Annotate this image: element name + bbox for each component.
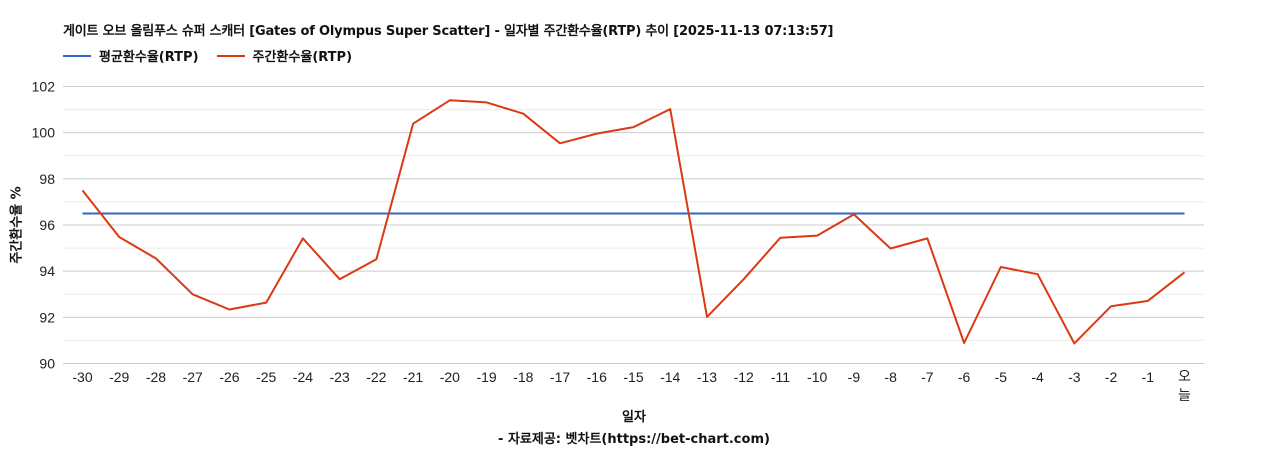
legend-swatch-weekly <box>216 54 245 57</box>
x-tick-label: -29 <box>109 369 129 385</box>
x-tick-label: -26 <box>219 369 239 385</box>
x-axis-ticks: -30 -29 -28 -27 -26 -25 -24 -23 -22 -21 -20 -19 -18 -… <box>72 368 1191 403</box>
x-tick-label: -3 <box>1068 369 1081 385</box>
x-tick-label: -6 <box>958 369 971 385</box>
legend-label-average: 평균환수율(RTP) <box>99 50 199 65</box>
y-axis-ticks: 90 92 94 96 98 100 102 <box>32 79 56 372</box>
x-tick-label: 늘 <box>1178 387 1191 403</box>
legend-swatch-average <box>63 54 91 57</box>
x-tick-label: -10 <box>807 369 827 385</box>
x-tick-label: -21 <box>403 369 423 385</box>
y-tick-label: 98 <box>39 171 55 187</box>
x-tick-label: -19 <box>476 369 496 385</box>
x-tick-label: -25 <box>256 369 276 385</box>
x-tick-label: -8 <box>884 369 897 385</box>
chart-title: 게이트 오브 올림푸스 슈퍼 스캐터 [Gates of Olympus Sup… <box>63 24 834 39</box>
x-tick-label: 오 <box>1178 368 1191 384</box>
x-tick-label: -7 <box>921 369 934 385</box>
x-tick-label: -1 <box>1142 369 1155 385</box>
x-tick-label: -13 <box>697 369 717 385</box>
x-tick-label: -20 <box>440 369 460 385</box>
x-tick-label: -30 <box>72 369 92 385</box>
x-tick-label: -18 <box>513 369 533 385</box>
x-tick-label: -2 <box>1105 369 1118 385</box>
weekly-rtp-line[interactable] <box>81 99 1186 345</box>
source-credit: - 자료제공: 벳차트(https://bet-chart.com) <box>498 432 770 447</box>
x-tick-label: -28 <box>146 369 166 385</box>
x-tick-label: -4 <box>1031 369 1044 385</box>
x-tick-label: -16 <box>587 369 607 385</box>
y-tick-label: 92 <box>39 309 55 325</box>
x-tick-label: -17 <box>550 369 570 385</box>
x-tick-label: -9 <box>848 369 861 385</box>
x-tick-label: -5 <box>995 369 1008 385</box>
legend-item-weekly[interactable]: 주간환수율(RTP) <box>216 46 353 65</box>
y-axis-label: 주간환수율 % <box>9 186 25 264</box>
x-tick-label: -23 <box>330 369 350 385</box>
x-tick-label: -14 <box>660 369 680 385</box>
y-tick-label: 102 <box>32 79 56 95</box>
x-tick-label: -22 <box>366 369 386 385</box>
y-tick-label: 90 <box>39 356 55 372</box>
x-tick-label: -15 <box>623 369 643 385</box>
legend-label-weekly: 주간환수율(RTP) <box>252 50 353 65</box>
y-tick-label: 96 <box>39 217 55 233</box>
legend: 평균환수율(RTP) 주간환수율(RTP) <box>63 46 370 65</box>
x-tick-label: -24 <box>293 369 313 385</box>
gridlines <box>63 86 1204 364</box>
x-tick-label: -11 <box>771 369 790 385</box>
x-tick-label: -27 <box>183 369 203 385</box>
x-axis-label: 일자 <box>622 410 646 425</box>
legend-item-average[interactable]: 평균환수율(RTP) <box>63 46 199 65</box>
y-tick-label: 100 <box>32 125 56 141</box>
series-lines <box>81 99 1186 345</box>
y-tick-label: 94 <box>39 263 55 279</box>
x-tick-label: -12 <box>734 369 754 385</box>
